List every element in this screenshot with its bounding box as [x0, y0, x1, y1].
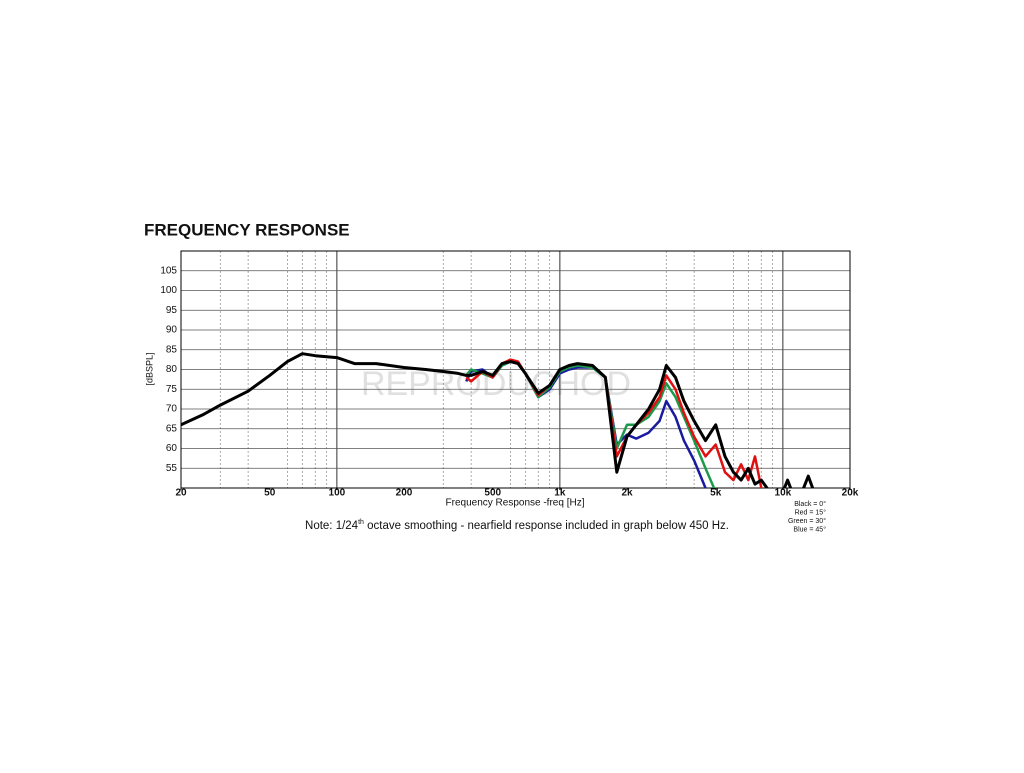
note-prefix: Note: 1/24 — [305, 520, 359, 532]
note: Note: 1/24th octave smoothing - nearfiel… — [305, 519, 729, 532]
y-tick-label: 90 — [166, 325, 178, 336]
x-tick-label: 500 — [484, 488, 501, 499]
plot-area — [181, 352, 815, 488]
chart-title: FREQUENCY RESPONSE — [144, 220, 350, 239]
y-tick-label: 65 — [166, 423, 178, 434]
y-axis-label: [dBSPL] — [144, 352, 154, 385]
y-tick-label: 80 — [166, 364, 178, 375]
legend-entry: Green = 30° — [788, 517, 826, 525]
legend-entry: Red = 15° — [795, 508, 827, 516]
x-tick-label: 5k — [710, 488, 722, 499]
y-tick-label: 75 — [166, 384, 178, 395]
x-tick-label: 20k — [842, 488, 859, 499]
y-tick-label: 55 — [166, 463, 178, 474]
x-tick-label: 1k — [554, 488, 566, 499]
legend-entry: Blue = 45° — [793, 525, 826, 533]
y-tick-label: 70 — [166, 404, 178, 415]
x-tick-label: 50 — [264, 488, 276, 499]
y-tick-label: 100 — [160, 285, 177, 296]
x-tick-label: 10k — [775, 488, 792, 499]
series-line — [465, 360, 716, 488]
x-tick-label: 200 — [396, 488, 413, 499]
x-tick-label: 20 — [175, 488, 187, 499]
y-tick-label: 85 — [166, 344, 178, 355]
x-tick-label: 100 — [329, 488, 346, 499]
plot-frame — [180, 250, 851, 489]
y-tick-label: 95 — [166, 305, 178, 316]
x-tick-label: 2k — [621, 488, 633, 499]
y-tick-label: 105 — [160, 265, 177, 276]
x-axis-label: Frequency Response -freq [Hz] — [446, 498, 585, 509]
series-line — [181, 352, 815, 488]
legend-entry: Black = 0° — [794, 500, 826, 508]
note-suffix: octave smoothing - nearfield response in… — [364, 520, 729, 532]
y-tick-label: 60 — [166, 443, 178, 454]
note-sup: th — [358, 519, 364, 526]
